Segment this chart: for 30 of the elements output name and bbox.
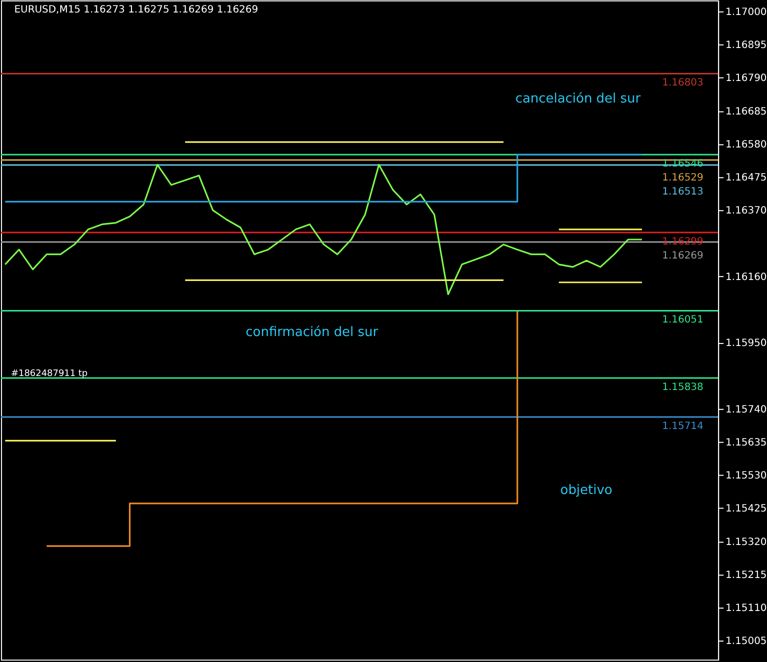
annotation: #1862487911 tp: [10, 368, 88, 379]
annotation: confirmación del sur: [246, 324, 379, 340]
y-tick-label: 1.16685: [726, 106, 767, 118]
y-tick-label: 1.16370: [726, 206, 767, 217]
ref-line-label: 1.15838: [662, 382, 704, 393]
annotation: cancelación del sur: [515, 91, 642, 106]
ref-line-label: 1.16269: [662, 250, 704, 262]
annotation: objetivo: [560, 482, 612, 498]
y-tick-label: 1.16160: [726, 272, 767, 283]
y-tick-label: 1.16475: [726, 172, 767, 184]
y-tick-label: 1.15320: [726, 536, 767, 548]
y-tick-label: 1.17000: [726, 6, 767, 18]
y-tick-label: 1.15740: [726, 404, 767, 416]
chart-title: EURUSD,M15 1.16273 1.16275 1.16269 1.16269: [14, 4, 258, 16]
y-tick-label: 1.15425: [726, 504, 767, 515]
y-tick-label: 1.15110: [726, 603, 767, 614]
ref-line-label: 1.16513: [662, 186, 704, 198]
ref-line-label: 1.16529: [662, 172, 704, 184]
y-tick-label: 1.15215: [726, 570, 767, 581]
y-tick-label: 1.15005: [726, 636, 767, 648]
y-tick-label: 1.15635: [726, 437, 767, 448]
ref-line-label: 1.15714: [662, 421, 704, 432]
ref-line-label: 1.16803: [662, 78, 704, 89]
ref-line-label: 1.16051: [662, 314, 704, 326]
y-tick-label: 1.16580: [726, 139, 767, 150]
y-tick-label: 1.15950: [726, 338, 767, 350]
y-tick-label: 1.16790: [726, 73, 767, 84]
y-tick-label: 1.16895: [726, 40, 767, 52]
line-series: [4, 164, 643, 296]
y-tick-label: 1.15530: [726, 470, 767, 482]
